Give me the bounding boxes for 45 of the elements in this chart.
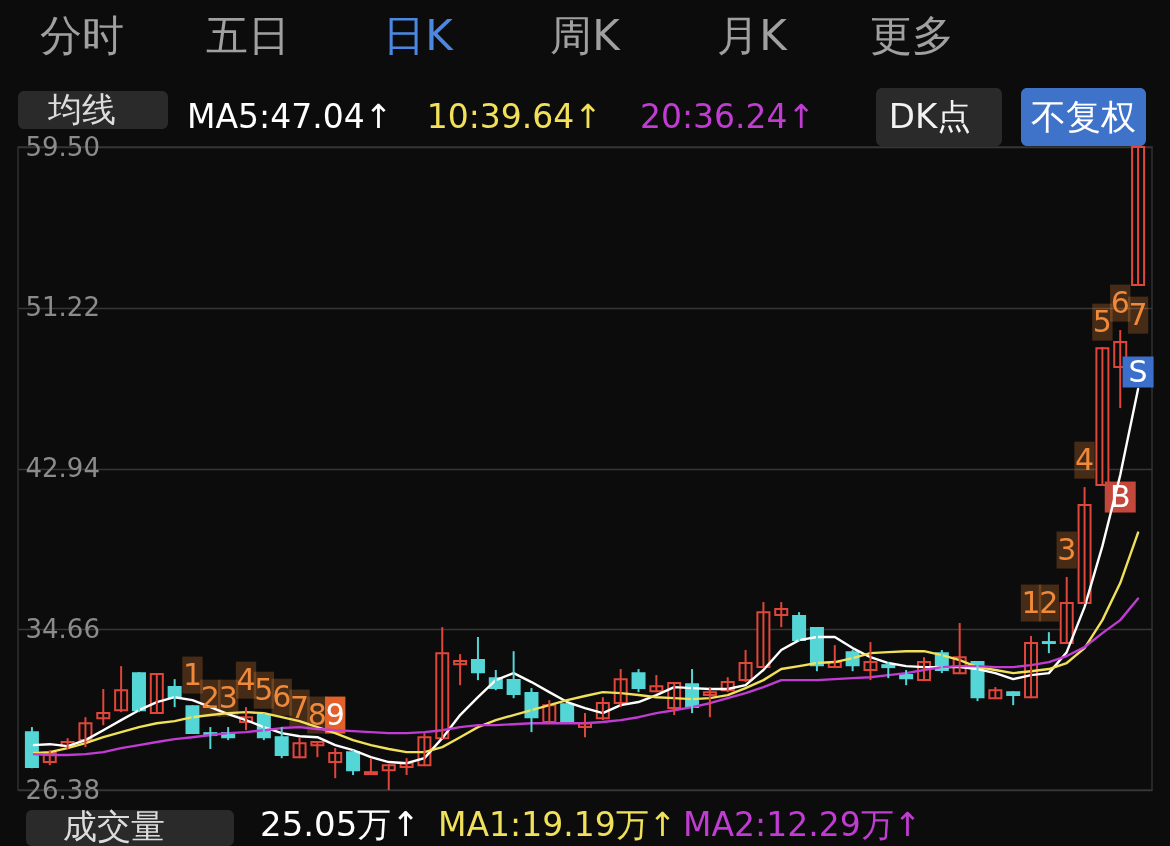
annotation: 6 xyxy=(1110,285,1130,321)
text: 日K xyxy=(383,11,455,60)
candlestick xyxy=(1131,146,1146,287)
annotation: 8 xyxy=(307,697,327,733)
annotation: S xyxy=(1128,354,1148,390)
annotation: 4 xyxy=(236,662,256,698)
text: MA5:47.04↑ xyxy=(187,97,393,136)
candlestick xyxy=(363,757,378,777)
y-tick-label: 26.38 xyxy=(25,774,100,805)
annotation: 3 xyxy=(218,680,238,716)
y-tick-label: 42.94 xyxy=(25,453,100,483)
annotation: 3 xyxy=(1057,532,1077,568)
candlestick xyxy=(1006,690,1021,707)
text: 月K xyxy=(717,11,789,60)
text: MA1:19.19万↑ xyxy=(438,805,677,844)
text: 更多 xyxy=(870,11,954,60)
text: 20:36.24↑ xyxy=(639,97,816,136)
annotation: 1 xyxy=(182,657,203,693)
text: 五日 xyxy=(206,11,290,60)
annotation: 1 xyxy=(1021,585,1041,621)
annotation: 5 xyxy=(1092,304,1112,340)
annotation: 9 xyxy=(325,697,345,733)
annotation: 5 xyxy=(254,672,274,708)
y-tick-label: 59.50 xyxy=(25,131,100,162)
candlestick xyxy=(1041,631,1056,655)
text: 周K xyxy=(550,11,622,60)
text: 成交量 xyxy=(63,806,165,846)
text: DK点 xyxy=(888,96,972,136)
text: 分时 xyxy=(40,11,124,60)
candlestick xyxy=(702,686,717,719)
text: 不复权 xyxy=(1030,97,1136,137)
annotation: 2 xyxy=(1039,585,1059,621)
text: 10:39.64↑ xyxy=(426,97,602,136)
y-tick-label: 34.66 xyxy=(25,613,100,644)
candlestick xyxy=(453,653,468,687)
annotation: 4 xyxy=(1075,442,1095,478)
text: 均线 xyxy=(47,89,116,129)
y-tick-label: 51.22 xyxy=(25,292,100,323)
annotation: 7 xyxy=(1128,297,1148,333)
annotation: 2 xyxy=(200,680,220,716)
annotation: 7 xyxy=(289,690,310,726)
text: 25.05万↑ xyxy=(260,804,420,844)
candlestick xyxy=(310,740,325,759)
annotation: 6 xyxy=(272,679,292,715)
text: MA2:12.29万↑ xyxy=(683,805,922,844)
